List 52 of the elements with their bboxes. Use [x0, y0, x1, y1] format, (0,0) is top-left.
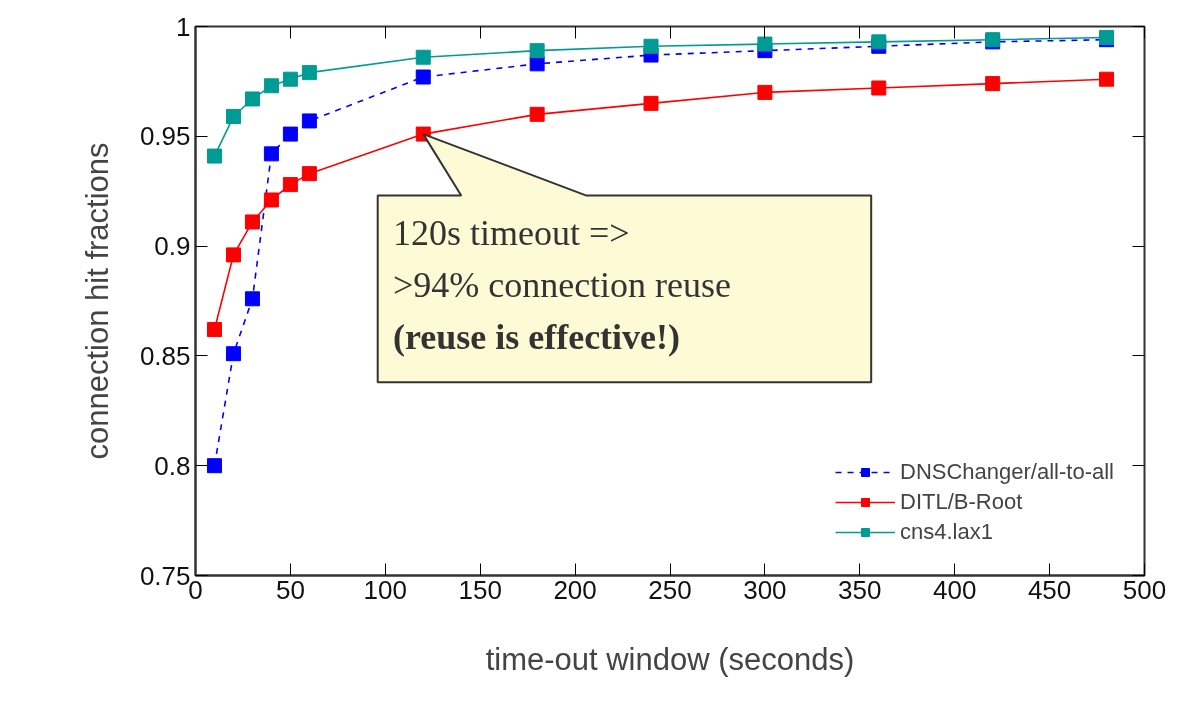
- point: [415, 69, 431, 85]
- annotation: 120s timeout => >94% connection reuse (reuse is effective!): [392, 213, 732, 358]
- point: [529, 43, 545, 59]
- point: [871, 80, 887, 96]
- x-tick-label: 200: [553, 574, 597, 605]
- point: [643, 38, 659, 54]
- point: [244, 291, 260, 307]
- point: [282, 126, 298, 142]
- point: [529, 56, 545, 72]
- x-tick-label: 250: [648, 574, 692, 605]
- point: [206, 458, 222, 474]
- point: [415, 49, 431, 65]
- point: [757, 84, 773, 100]
- point: [301, 113, 317, 129]
- point: [206, 322, 222, 338]
- point: [301, 166, 317, 182]
- y-axis-title: connection hit fractions: [79, 142, 115, 460]
- point: [206, 148, 222, 164]
- y-tick-label: 0.95: [139, 121, 191, 152]
- y-tick-label: 0.8: [154, 450, 191, 481]
- point: [263, 146, 279, 162]
- point: [985, 76, 1001, 92]
- legend-label: cns4.lax1: [900, 519, 993, 545]
- x-tick-label: 50: [275, 574, 305, 605]
- point: [263, 78, 279, 94]
- y-tick-label: 1: [176, 11, 191, 42]
- x-tick-label: 500: [1122, 574, 1167, 605]
- point: [282, 71, 298, 87]
- point: [263, 192, 279, 208]
- point: [301, 65, 317, 81]
- point: [871, 34, 887, 50]
- point: [643, 95, 659, 111]
- y-tick-label: 0.9: [154, 231, 191, 262]
- point: [225, 247, 241, 263]
- x-tick-label: 350: [838, 574, 882, 605]
- y-tick-label: 0.85: [139, 340, 191, 371]
- legend-label: DNSChanger/all-to-all: [900, 459, 1114, 485]
- point: [225, 346, 241, 362]
- point: [225, 109, 241, 125]
- point: [529, 106, 545, 122]
- x-axis-title: time-out window (seconds): [485, 641, 855, 677]
- point: [1099, 71, 1115, 87]
- point: [757, 36, 773, 52]
- x-tick-label: 100: [363, 574, 407, 605]
- x-tick-label: 450: [1027, 574, 1072, 605]
- point: [244, 214, 260, 230]
- x-tick-label: 400: [933, 574, 977, 605]
- legend-label: DITL/B-Root: [900, 489, 1023, 515]
- point: [244, 91, 260, 107]
- x-tick-label: 300: [743, 574, 787, 605]
- point: [282, 177, 298, 193]
- x-tick-label: 150: [458, 574, 502, 605]
